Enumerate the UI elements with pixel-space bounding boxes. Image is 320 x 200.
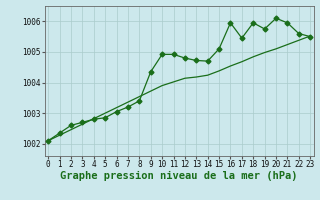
X-axis label: Graphe pression niveau de la mer (hPa): Graphe pression niveau de la mer (hPa)	[60, 171, 298, 181]
